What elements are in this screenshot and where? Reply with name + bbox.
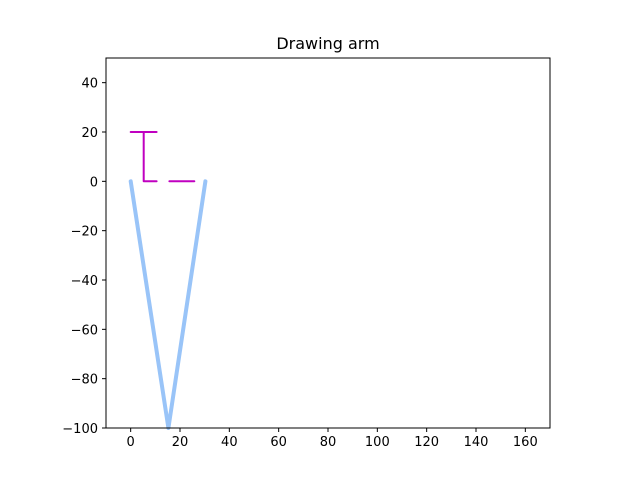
x-tick-label: 0: [127, 435, 135, 450]
y-tick-label: −80: [71, 373, 98, 388]
chart-title: Drawing arm: [276, 34, 379, 53]
x-tick-label: 100: [365, 435, 390, 450]
x-tick-label: 60: [270, 435, 287, 450]
y-tick-label: 0: [90, 175, 98, 190]
axis-ticks: 0 20 40 60 80 100 120 140 160 −100 −80 −60 −40 −20 0 20…: [62, 77, 537, 450]
x-tick-label: 20: [172, 435, 189, 450]
y-tick-label: −20: [71, 225, 98, 240]
y-tick-label: 40: [81, 77, 98, 92]
y-tick-label: −40: [71, 274, 98, 289]
x-tick-label: 120: [414, 435, 439, 450]
y-tick-label: −60: [71, 323, 98, 338]
y-tick-label: −100: [62, 422, 98, 437]
axes-frame: [105, 57, 551, 429]
x-tick-label: 80: [320, 435, 337, 450]
x-tick-label: 140: [464, 435, 489, 450]
x-tick-label: 40: [221, 435, 238, 450]
series-line-3: [142, 131, 158, 183]
y-tick-label: 20: [81, 126, 98, 141]
x-tick-label: 160: [513, 435, 538, 450]
